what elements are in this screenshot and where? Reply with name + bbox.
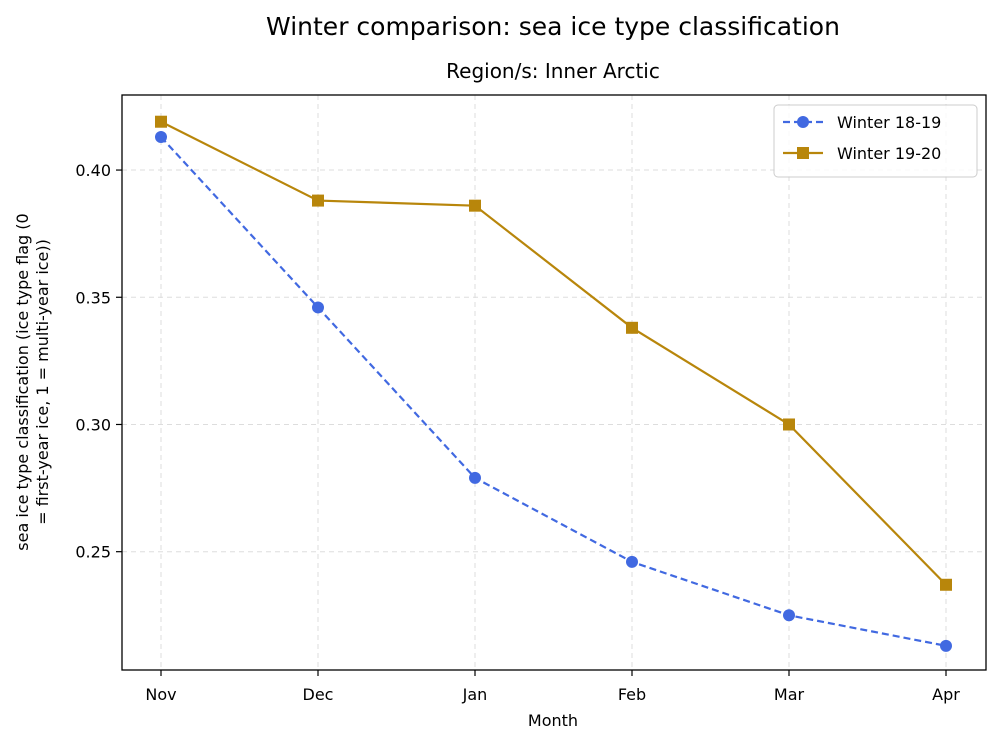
series-1-point xyxy=(626,555,638,568)
x-axis-label: Month xyxy=(528,711,578,730)
x-tick-label: Jan xyxy=(462,685,488,704)
legend: Winter 18-19 Winter 19-20 xyxy=(773,104,978,178)
legend-label-1: Winter 18-19 xyxy=(837,113,941,132)
series-line-1 xyxy=(160,136,947,647)
y-tick-label: 0.40 xyxy=(75,161,111,180)
series-2-point xyxy=(626,321,638,334)
series-layer xyxy=(155,115,952,652)
y-axis-label-line-1: sea ice type classification (ice type fl… xyxy=(13,213,32,550)
series-2-point xyxy=(312,194,324,207)
legend-label-2: Winter 19-20 xyxy=(837,144,941,163)
series-2-point xyxy=(783,418,795,431)
chart-subtitle: Region/s: Inner Arctic xyxy=(446,59,660,83)
x-tick-label: Feb xyxy=(618,685,646,704)
series-1-point xyxy=(469,471,481,484)
series-1-point xyxy=(312,301,324,314)
series-2-point xyxy=(940,578,952,591)
x-tick-label: Mar xyxy=(774,685,805,704)
y-axis-label-line-2: = first-year ice, 1 = multi-year ice)) xyxy=(33,239,52,525)
series-2-point xyxy=(469,199,481,212)
plot-frame xyxy=(121,94,987,671)
y-tick-label: 0.35 xyxy=(75,288,111,307)
x-tick-label: Nov xyxy=(145,685,176,704)
series-2-point xyxy=(155,115,167,128)
legend-box xyxy=(773,104,978,178)
chart-title: Winter comparison: sea ice type classifi… xyxy=(266,12,840,41)
axes-layer: Nov Dec Jan Feb Mar Apr 0.25 0.30 0.35 0.40 xyxy=(75,94,987,704)
x-tick-label: Dec xyxy=(303,685,334,704)
legend-marker-1 xyxy=(797,116,809,128)
y-tick-label: 0.30 xyxy=(75,415,111,434)
series-1-point xyxy=(783,609,795,622)
legend-marker-2 xyxy=(797,147,809,159)
y-tick-label: 0.25 xyxy=(75,543,111,562)
series-1-point xyxy=(940,639,952,652)
x-tick-label: Apr xyxy=(932,685,960,704)
series-1-point xyxy=(155,130,167,143)
series-line-2 xyxy=(160,120,947,586)
